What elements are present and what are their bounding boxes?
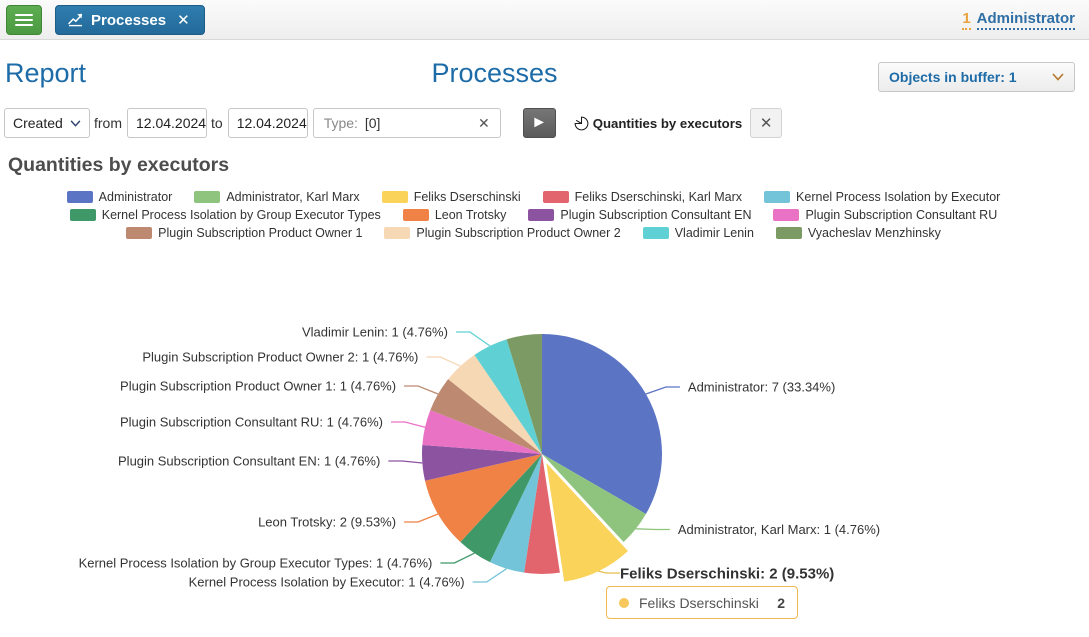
svg-text:Plugin Subscription Product Ow: Plugin Subscription Product Owner 2: 1 (… — [142, 350, 418, 365]
svg-text:Leon Trotsky: 2 (9.53%): Leon Trotsky: 2 (9.53%) — [258, 515, 396, 530]
svg-text:Administrator: 7 (33.34%): Administrator: 7 (33.34%) — [688, 380, 835, 395]
svg-text:Administrator, Karl Marx: 1 (4: Administrator, Karl Marx: 1 (4.76%) — [678, 522, 880, 537]
svg-text:Plugin Subscription Product Ow: Plugin Subscription Product Owner 1: 1 (… — [120, 379, 396, 394]
svg-text:Feliks Dserschinski: 2 (9.53%): Feliks Dserschinski: 2 (9.53%) — [620, 565, 834, 582]
svg-text:Kernel Process Isolation by Gr: Kernel Process Isolation by Group Execut… — [79, 556, 433, 571]
svg-text:Plugin Subscription Consultant: Plugin Subscription Consultant RU: 1 (4.… — [120, 415, 383, 430]
svg-text:Kernel Process Isolation by Ex: Kernel Process Isolation by Executor: 1 … — [189, 575, 465, 590]
svg-text:Plugin Subscription Consultant: Plugin Subscription Consultant EN: 1 (4.… — [118, 454, 380, 469]
svg-text:Vladimir Lenin: 1 (4.76%): Vladimir Lenin: 1 (4.76%) — [302, 325, 448, 340]
